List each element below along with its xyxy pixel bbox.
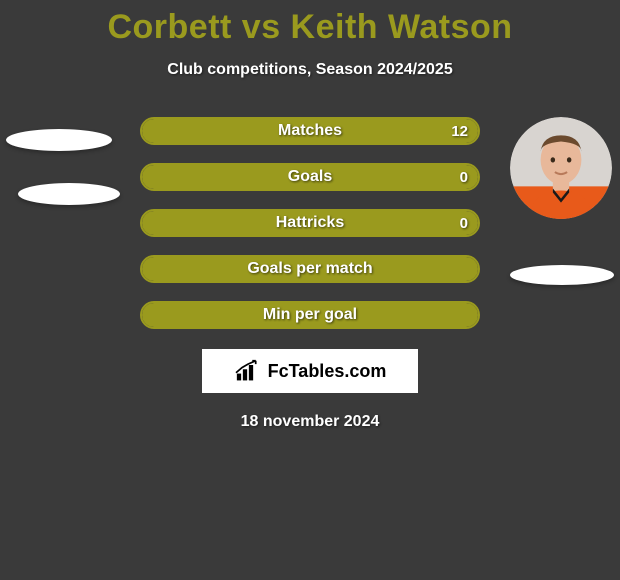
stat-bar-row: Hattricks0 bbox=[140, 209, 480, 237]
chart-icon bbox=[234, 359, 262, 383]
bar-label: Matches bbox=[142, 119, 478, 143]
stat-bars: Matches12Goals0Hattricks0Goals per match… bbox=[140, 117, 480, 347]
stat-bar-row: Matches12 bbox=[140, 117, 480, 145]
player-right-avatar bbox=[510, 117, 612, 219]
avatar-right-shadow bbox=[510, 265, 614, 285]
fctables-logo: FcTables.com bbox=[202, 349, 418, 393]
stat-bar-row: Min per goal bbox=[140, 301, 480, 329]
bar-label: Goals bbox=[142, 165, 478, 189]
comparison-chart: Matches12Goals0Hattricks0Goals per match… bbox=[0, 117, 620, 431]
logo-text: FcTables.com bbox=[268, 361, 387, 382]
page-title: Corbett vs Keith Watson bbox=[0, 0, 620, 47]
bar-value-right: 12 bbox=[441, 119, 478, 143]
avatar-left-shadow-2 bbox=[18, 183, 120, 205]
bar-value-right: 0 bbox=[450, 211, 478, 235]
subtitle: Club competitions, Season 2024/2025 bbox=[0, 61, 620, 79]
bar-label: Goals per match bbox=[142, 257, 478, 281]
bar-label: Min per goal bbox=[142, 303, 478, 327]
date-text: 18 november 2024 bbox=[0, 413, 620, 431]
bar-label: Hattricks bbox=[142, 211, 478, 235]
person-icon bbox=[510, 117, 612, 219]
avatar-left-shadow-1 bbox=[6, 129, 112, 151]
bar-value-right: 0 bbox=[450, 165, 478, 189]
stat-bar-row: Goals per match bbox=[140, 255, 480, 283]
stat-bar-row: Goals0 bbox=[140, 163, 480, 191]
